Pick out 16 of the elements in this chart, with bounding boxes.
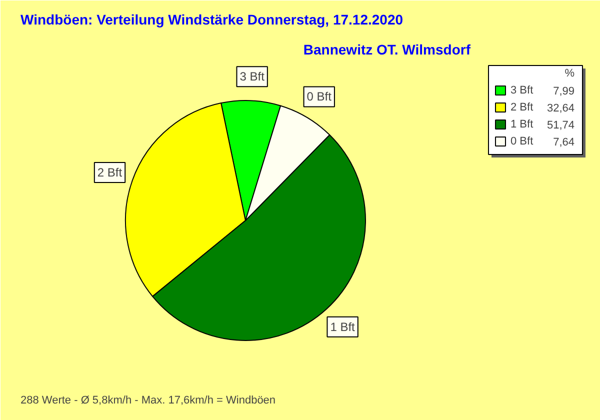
slice-label: 3 Bft [240,70,266,84]
slice-label: 2 Bft [97,165,123,180]
data-label: 51,74 [546,120,575,132]
slice-label: 1 Bft [330,320,356,334]
data-label: 7,64 [553,136,575,148]
text: 288 Werte - Ø 5,8km/h - Max. 17,6km/h = Windböen [20,394,276,406]
data-label: 32,64 [546,102,575,114]
data-label: 7,99 [553,86,575,98]
legend-label: 2 Bft [510,102,534,114]
chart-subtitle: Bannewitz OT. Wilmsdorf [303,42,471,58]
legend-label: 1 Bft [510,118,534,130]
legend-title: % [564,68,575,80]
slice-label: 0 Bft [306,90,332,104]
chart-title: Windböen: Verteilung Windstärke Donnerstag, 17.12.2020 [20,12,404,28]
legend-label: 0 Bft [510,136,534,148]
legend-label: 3 Bft [510,84,534,96]
